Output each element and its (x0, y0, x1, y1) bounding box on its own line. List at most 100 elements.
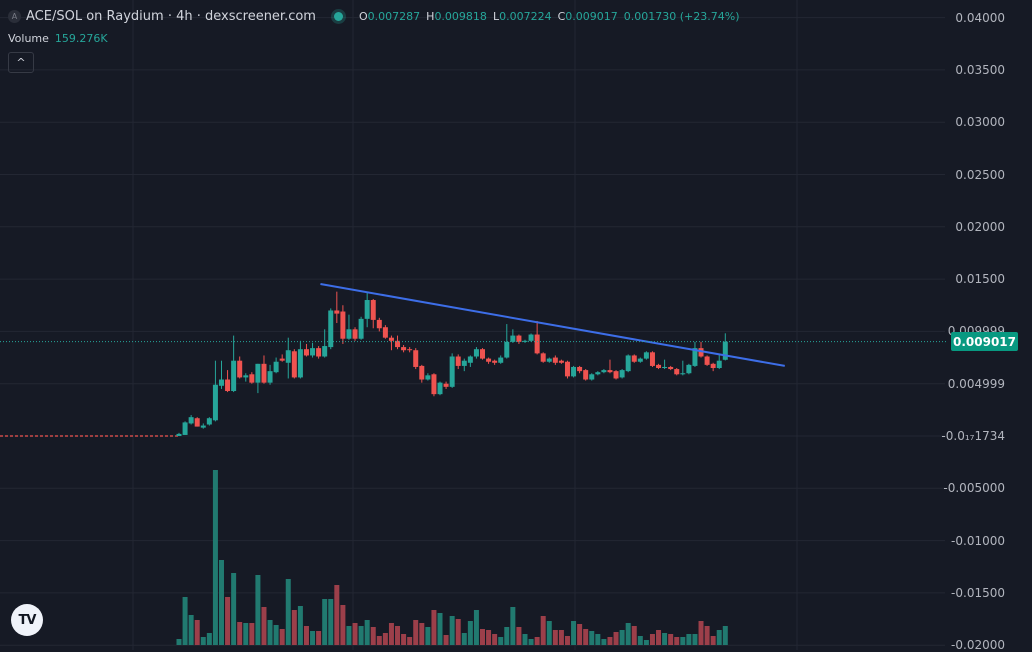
candle-body (486, 358, 492, 362)
candle-body (376, 319, 382, 329)
open-value: 0.007287 (367, 10, 421, 23)
volume-bar (552, 630, 558, 645)
volume-bar (492, 634, 498, 645)
candle (376, 317, 382, 332)
volume-bar (395, 626, 401, 645)
candle (546, 357, 552, 363)
candle (340, 305, 346, 344)
volume-bar (401, 634, 407, 645)
candle (297, 340, 303, 379)
tradingview-logo-icon[interactable]: TV (11, 604, 43, 636)
volume-bar (595, 634, 601, 645)
volume-bar (267, 620, 273, 645)
price-axis-label: 0.004999 (947, 376, 1005, 391)
volume-bar (716, 630, 722, 645)
candle-body (249, 374, 255, 383)
volume-legend: Volume 159.276K (8, 32, 108, 45)
candle (589, 373, 595, 381)
candle-body (243, 375, 249, 378)
candle (710, 362, 716, 372)
candle-body (692, 348, 698, 366)
ohlc-key: O (358, 10, 368, 23)
candle-body (516, 335, 522, 342)
candle-body (534, 334, 540, 354)
volume-bar (407, 637, 413, 645)
candle (455, 354, 461, 370)
volume-bar (540, 616, 546, 645)
volume-bar (564, 636, 570, 645)
price-axis-label: -0.005000 (943, 481, 1005, 496)
candle (279, 354, 285, 362)
volume-bar (303, 626, 309, 645)
volume-bar (546, 621, 552, 645)
candle (328, 308, 334, 350)
price-axis-label: 0.02000 (955, 219, 1005, 234)
trendline[interactable] (320, 283, 785, 367)
candle (595, 371, 601, 376)
candle (225, 370, 231, 393)
candle (625, 354, 631, 373)
candle-body (231, 360, 237, 392)
volume-bar (218, 560, 224, 645)
candle (564, 360, 570, 379)
candle-body (285, 350, 291, 363)
ohlc-key: C (557, 10, 566, 23)
candle (291, 349, 297, 379)
candle-body (425, 375, 431, 380)
volume-bar (558, 630, 564, 645)
candles (176, 291, 728, 436)
candle-body (504, 341, 510, 358)
candle (656, 363, 662, 370)
candle (425, 373, 431, 381)
candle (516, 334, 522, 344)
candle-body (704, 356, 710, 365)
volume-bar (625, 623, 631, 645)
candle (273, 357, 279, 374)
candle-body (473, 349, 479, 357)
volume-bars (176, 470, 728, 645)
candle-body (662, 366, 668, 369)
collapse-legend-button[interactable]: ^ (8, 52, 34, 73)
candle-body (577, 366, 583, 372)
candle (194, 417, 200, 427)
volume-bar (637, 636, 643, 645)
price-axis-label: -0.01500 (951, 585, 1005, 600)
volume-bar (722, 626, 728, 645)
candle (528, 333, 534, 342)
candle (212, 360, 218, 422)
candle-body (461, 360, 467, 366)
price-axis-label: 0.01500 (955, 272, 1005, 287)
volume-bar (631, 626, 637, 645)
candle-body (419, 365, 425, 380)
volume-bar (504, 627, 510, 645)
candle (473, 347, 479, 359)
candle-body (310, 348, 316, 356)
volume-bar (461, 633, 467, 645)
volume-bar (686, 634, 692, 645)
volume-bar (182, 597, 188, 645)
candle-body (625, 355, 631, 372)
candle (504, 324, 510, 359)
candle-body (279, 358, 285, 361)
grid (0, 0, 945, 650)
candle (619, 369, 625, 379)
volume-bar (674, 637, 680, 645)
candle (231, 335, 237, 393)
candle (686, 363, 692, 375)
candle (510, 329, 516, 343)
candle-body (218, 379, 224, 386)
candle (243, 373, 249, 382)
volume-bar (613, 632, 619, 645)
candle-body (613, 371, 619, 379)
candle (601, 369, 607, 374)
candle-body (649, 352, 655, 366)
candle (267, 364, 273, 385)
candle (577, 365, 583, 374)
volume-bar (607, 637, 613, 645)
candle-body (668, 366, 674, 370)
candle (461, 358, 467, 372)
candle (534, 320, 540, 355)
volume-bar (534, 637, 540, 645)
candle (431, 373, 437, 397)
